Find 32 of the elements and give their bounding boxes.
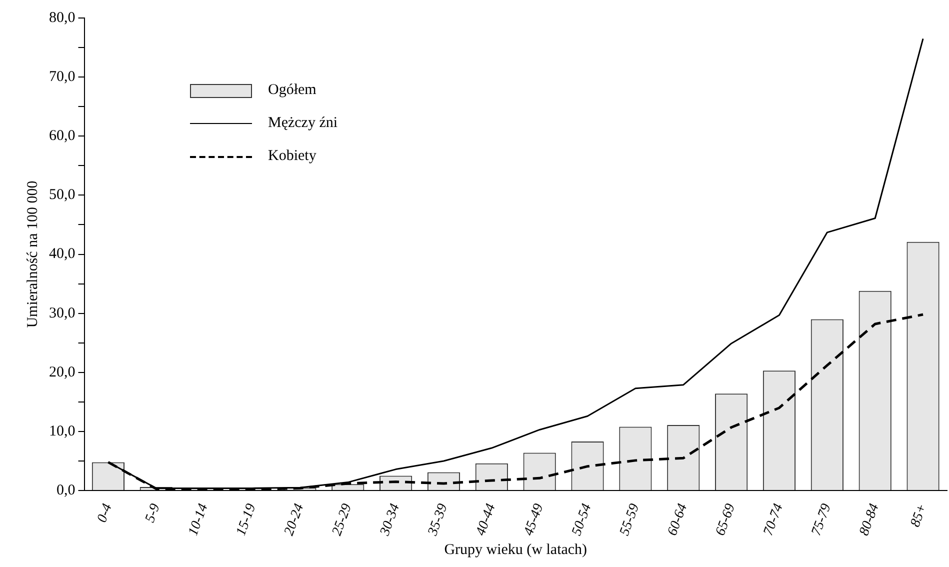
x-tick-label: 20-24 — [282, 502, 308, 538]
x-tick-label: 25-29 — [330, 502, 356, 538]
x-axis-title: Grupy wieku (w latach) — [444, 542, 588, 558]
legend-label: Mężczy źni — [268, 115, 338, 132]
x-tick-label: 50-54 — [569, 502, 595, 538]
x-tick-label: 75-79 — [809, 502, 834, 538]
legend-label: Kobiety — [268, 148, 316, 165]
x-tick-label: 45-49 — [522, 502, 547, 538]
x-tick-label: 80-84 — [857, 502, 882, 538]
x-tick-label: 0-4 — [94, 502, 116, 525]
legend-label: Ogółem — [268, 82, 316, 99]
y-tick-label: 50,0 — [49, 187, 76, 204]
y-tick-label: 60,0 — [49, 128, 76, 144]
y-tick-label: 20,0 — [49, 364, 76, 380]
y-tick-label: 30,0 — [49, 305, 76, 322]
x-tick-label: 30-34 — [377, 502, 404, 539]
x-tick-label: 55-59 — [617, 502, 643, 538]
x-tick-label: 5-9 — [142, 502, 164, 525]
x-tick-label: 35-39 — [425, 502, 451, 539]
x-tick-label: 85+ — [908, 502, 930, 530]
y-tick-label: 70,0 — [49, 69, 76, 86]
y-tick-label: 80,0 — [49, 10, 76, 26]
x-tick-label: 60-64 — [665, 502, 691, 538]
x-tick-label: 70-74 — [761, 502, 786, 538]
x-tick-label: 65-69 — [713, 502, 739, 538]
y-tick-label: 0,0 — [56, 482, 76, 498]
x-tick-label: 15-19 — [234, 502, 260, 538]
x-tick-label: 40-44 — [474, 502, 499, 538]
y-tick-label: 10,0 — [49, 423, 76, 440]
x-tick-label: 10-14 — [186, 502, 212, 538]
y-tick-label: 40,0 — [49, 246, 76, 262]
y-axis-title: Umieralność na 100 000 — [24, 180, 41, 328]
